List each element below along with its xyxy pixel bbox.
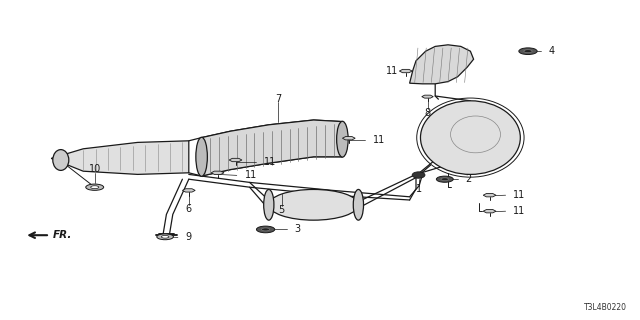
Text: 3: 3 <box>294 224 301 235</box>
Text: FR.: FR. <box>52 230 72 240</box>
Ellipse shape <box>91 186 99 189</box>
Polygon shape <box>211 171 224 174</box>
Circle shape <box>412 172 425 178</box>
Polygon shape <box>422 95 433 98</box>
Ellipse shape <box>86 184 104 190</box>
Polygon shape <box>483 194 496 197</box>
Polygon shape <box>399 69 412 73</box>
Ellipse shape <box>196 137 207 176</box>
Polygon shape <box>182 189 195 192</box>
Text: 10: 10 <box>88 164 101 174</box>
Text: T3L4B0220: T3L4B0220 <box>584 303 627 312</box>
Text: 11: 11 <box>372 135 385 145</box>
Text: 5: 5 <box>278 205 285 215</box>
Ellipse shape <box>52 150 69 171</box>
Text: 8: 8 <box>424 108 431 118</box>
Ellipse shape <box>157 234 173 240</box>
Polygon shape <box>410 45 474 84</box>
Text: 11: 11 <box>386 66 398 76</box>
Text: 1: 1 <box>415 184 422 194</box>
Ellipse shape <box>519 48 537 54</box>
Ellipse shape <box>264 189 274 220</box>
Ellipse shape <box>436 176 453 182</box>
Ellipse shape <box>353 189 364 220</box>
Text: 11: 11 <box>264 156 276 167</box>
Ellipse shape <box>441 178 449 180</box>
Polygon shape <box>229 158 242 162</box>
Ellipse shape <box>161 236 169 238</box>
Ellipse shape <box>269 189 358 220</box>
Ellipse shape <box>261 228 270 231</box>
Polygon shape <box>51 141 189 174</box>
Text: 6: 6 <box>186 204 192 214</box>
Ellipse shape <box>257 226 275 233</box>
Polygon shape <box>342 137 355 140</box>
Polygon shape <box>202 120 342 176</box>
Ellipse shape <box>524 50 532 53</box>
Text: 7: 7 <box>275 94 282 104</box>
Text: 9: 9 <box>186 232 192 243</box>
Text: 11: 11 <box>244 170 257 180</box>
Text: 11: 11 <box>513 206 525 216</box>
Polygon shape <box>483 210 496 213</box>
Text: 4: 4 <box>548 46 555 56</box>
Text: 11: 11 <box>513 190 525 200</box>
Text: 2: 2 <box>465 174 472 184</box>
Ellipse shape <box>337 121 348 157</box>
Ellipse shape <box>420 101 520 174</box>
